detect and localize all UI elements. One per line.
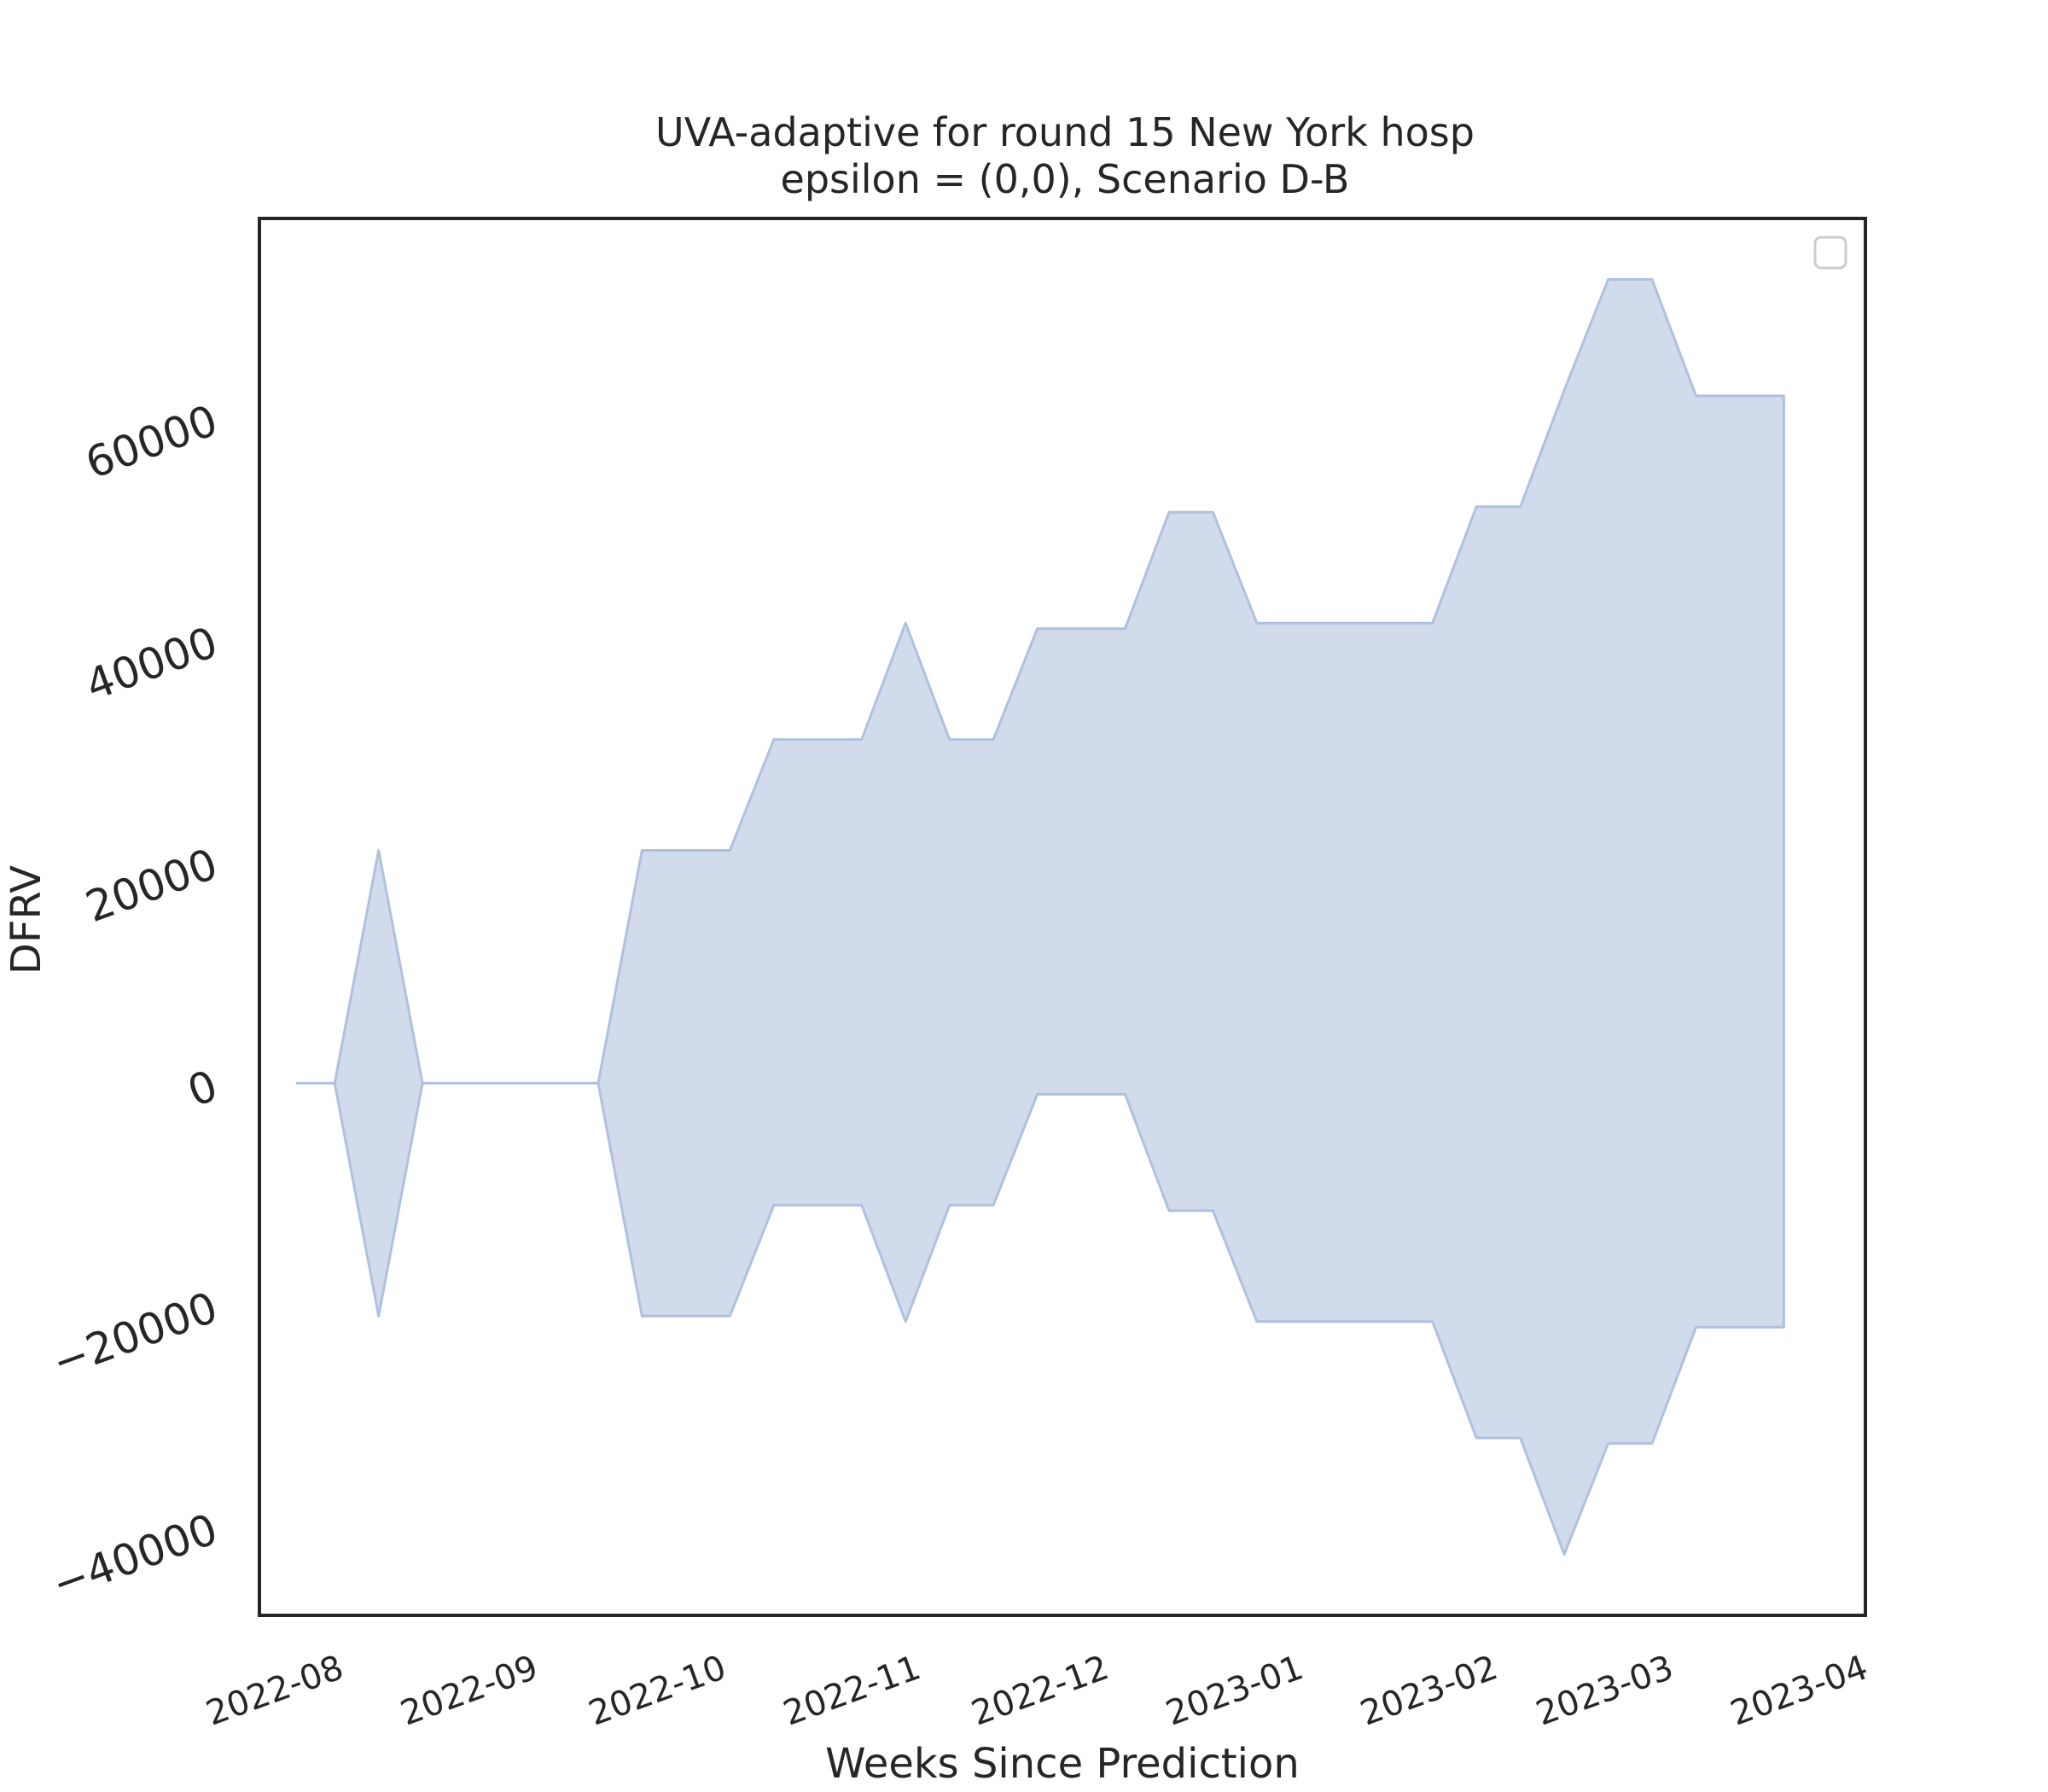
y-axis-ticks: −40000 −20000 0 20000 40000 60000 (46, 396, 224, 1609)
x-tick-label: 2022-08 (201, 1648, 349, 1733)
x-tick-label: 2022-12 (967, 1648, 1114, 1733)
y-tick-label: 40000 (79, 617, 224, 710)
x-tick-label: 2023-03 (1531, 1648, 1679, 1733)
legend-box (1813, 236, 1847, 270)
x-tick-label: 2022-09 (396, 1648, 544, 1733)
chart-subtitle: epsilon = (0,0), Scenario D-B (781, 156, 1350, 202)
y-tick-label: −40000 (46, 1504, 224, 1609)
x-tick-label: 2023-01 (1161, 1648, 1308, 1733)
plot-frame (258, 217, 1867, 1617)
x-axis-label: Weeks Since Prediction (825, 1740, 1300, 1788)
y-axis-label: DFRV (3, 865, 50, 975)
y-tick-label: 0 (182, 1061, 224, 1116)
x-tick-label: 2023-04 (1725, 1648, 1873, 1733)
y-tick-label: 60000 (79, 396, 224, 489)
x-tick-label: 2022-11 (778, 1648, 926, 1733)
chart-title: UVA-adaptive for round 15 New York hosp (655, 109, 1475, 155)
x-tick-label: 2022-10 (584, 1648, 731, 1733)
uncertainty-band-0 (295, 278, 1785, 1556)
y-tick-label: −20000 (46, 1283, 224, 1388)
x-axis-ticks: 2022-08 2022-09 2022-10 2022-11 2022-12 2023-… (201, 1648, 1873, 1733)
y-tick-label: 20000 (79, 839, 224, 932)
x-tick-label: 2023-02 (1355, 1648, 1503, 1733)
plot-area (295, 278, 1785, 1556)
